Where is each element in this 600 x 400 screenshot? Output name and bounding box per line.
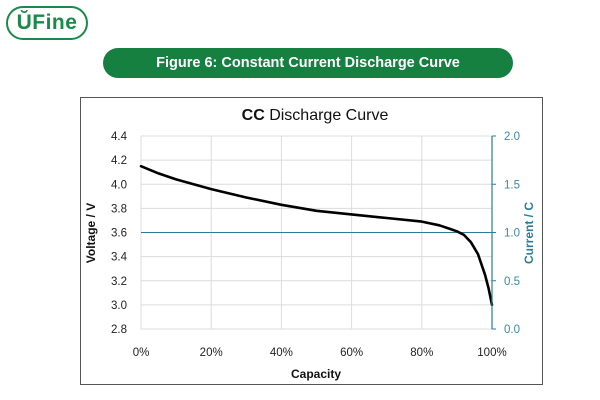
y-tick-label: 3.6 bbox=[111, 228, 127, 240]
y2-tick-label: 2.0 bbox=[504, 131, 520, 143]
chart-title-rest: Discharge Curve bbox=[265, 107, 389, 124]
axis-layer: 4.4 4.2 4.0 3.8 3.6 3.4 3.2 3.0 2.8 0% 20% 40% 60% 80… bbox=[111, 131, 520, 359]
chart-frame: CC Discharge Curve 4.4 4.2 4.0 3.8 3.6 3.4 3.2… bbox=[80, 97, 543, 385]
x-axis-title: Capacity bbox=[291, 367, 341, 381]
chart-title-bold: CC bbox=[242, 107, 266, 124]
x-tick-label: 80% bbox=[410, 347, 433, 359]
x-tick-label: 40% bbox=[270, 347, 293, 359]
cc-discharge-chart: CC Discharge Curve 4.4 4.2 4.0 3.8 3.6 3.4 3.2… bbox=[84, 107, 536, 381]
x-tick-label: 60% bbox=[340, 347, 363, 359]
y2-tick-label: 1.5 bbox=[504, 179, 520, 191]
figure-caption-banner: Figure 6: Constant Current Discharge Cur… bbox=[103, 48, 513, 78]
ufine-logo: ŬFine bbox=[6, 6, 88, 40]
y-axis-title: Voltage / V bbox=[84, 203, 98, 263]
x-tick-label: 100% bbox=[477, 347, 506, 359]
y-tick-label: 3.8 bbox=[111, 203, 127, 215]
y-tick-label: 3.0 bbox=[111, 300, 127, 312]
y2-tick-label: 0.5 bbox=[504, 276, 520, 288]
curve-layer bbox=[139, 164, 494, 307]
y-tick-label: 4.2 bbox=[111, 155, 127, 167]
x-tick-label: 20% bbox=[200, 347, 223, 359]
y2-axis-title: Current / C bbox=[522, 202, 536, 264]
y-tick-label: 4.0 bbox=[111, 179, 127, 191]
chart-title: CC Discharge Curve bbox=[242, 107, 389, 124]
y2-tick-label: 1.0 bbox=[504, 228, 520, 240]
y-tick-label: 3.4 bbox=[111, 252, 128, 264]
y-tick-label: 4.4 bbox=[111, 131, 128, 143]
y-tick-label: 3.2 bbox=[111, 276, 127, 288]
x-tick-label: 0% bbox=[133, 347, 150, 359]
y2-tick-label: 0.0 bbox=[504, 324, 520, 336]
discharge-curve bbox=[139, 164, 494, 307]
y-tick-label: 2.8 bbox=[111, 324, 127, 336]
